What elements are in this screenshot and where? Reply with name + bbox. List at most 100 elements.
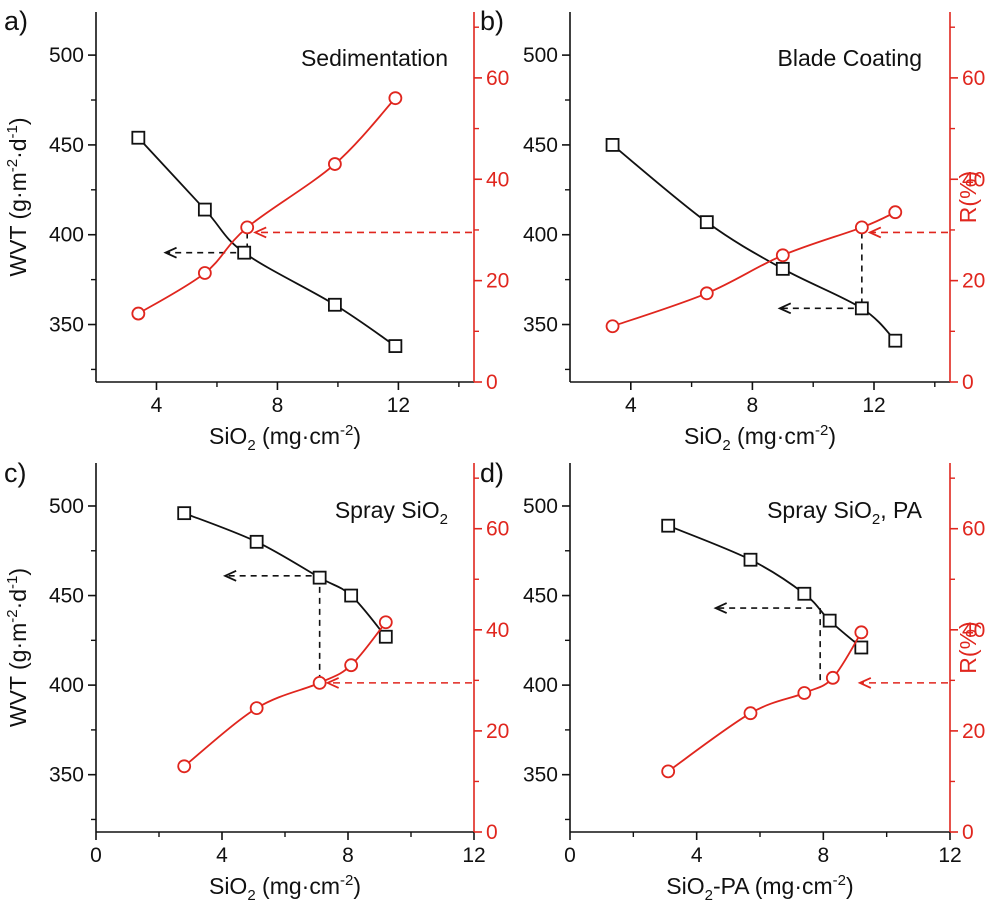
panel-label: c)	[4, 458, 27, 488]
y-left-tick-label: 400	[49, 224, 84, 247]
wvt-data-point	[775, 261, 790, 276]
wvt-guide-arrowhead	[777, 302, 792, 315]
r-data-point	[327, 157, 342, 171]
y-right-tick-label: 40	[486, 168, 509, 191]
wvt-guide-arrowhead	[713, 602, 728, 614]
panel-label: a)	[4, 6, 28, 36]
r-data-point	[605, 319, 620, 334]
wvt-guide-arrowhead	[222, 570, 237, 582]
y-left-tick-label: 400	[523, 674, 558, 697]
wvt-guide-arrowhead	[163, 246, 177, 259]
r-data-point	[378, 615, 393, 630]
y-right-tick-label: 20	[962, 720, 985, 743]
wvt-data-point	[177, 506, 192, 521]
x-tick-label: 0	[90, 844, 102, 867]
wvt-series-line	[667, 524, 862, 649]
wvt-data-point	[822, 613, 837, 628]
wvt-data-point	[378, 629, 393, 644]
r-data-point	[797, 686, 812, 700]
y-right-tick-label: 60	[486, 67, 509, 90]
y-left-tick-label: 350	[49, 764, 84, 787]
wvt-data-point	[797, 586, 812, 601]
method-annotation: Sedimentation	[301, 45, 448, 71]
y-right-tick-label: 60	[962, 67, 985, 90]
wvt-data-point	[854, 640, 869, 655]
y-left-tick-label: 450	[49, 134, 84, 157]
x-axis-title: SiO2 (mg·cm-2)	[684, 422, 836, 454]
method-annotation: Blade Coating	[778, 45, 923, 71]
panel-label: b)	[480, 6, 504, 36]
y-right-tick-label: 60	[962, 518, 985, 541]
y-left-tick-label: 350	[523, 764, 558, 787]
r-guide-arrowhead	[325, 677, 340, 689]
x-tick-label: 12	[387, 394, 410, 417]
r-series-line	[137, 97, 397, 315]
wvt-data-point	[388, 339, 403, 353]
y-right-axis-title: R(%)	[955, 171, 981, 223]
y-left-tick-label: 500	[523, 495, 558, 518]
y-right-tick-label: 40	[962, 619, 985, 642]
x-tick-label: 8	[747, 394, 759, 417]
wvt-data-point	[605, 138, 620, 152]
r-guide-arrowhead	[867, 226, 882, 239]
wvt-data-point	[344, 588, 359, 603]
x-tick-label: 12	[938, 844, 961, 867]
y-right-tick-label: 20	[962, 270, 985, 293]
x-tick-label: 8	[272, 394, 284, 417]
x-tick-label: 8	[342, 844, 354, 867]
y-right-tick-label: 0	[486, 821, 498, 844]
y-left-tick-label: 350	[523, 314, 558, 337]
x-tick-label: 4	[691, 844, 703, 867]
x-axis-title: SiO2-PA (mg·cm-2)	[666, 872, 853, 904]
y-left-tick-label: 500	[49, 44, 84, 67]
wvt-data-point	[197, 202, 212, 217]
y-left-tick-label: 450	[523, 134, 558, 157]
x-tick-label: 8	[817, 844, 829, 867]
wvt-data-point	[661, 518, 676, 533]
r-data-point	[699, 286, 714, 301]
x-tick-label: 4	[625, 394, 637, 417]
r-data-point	[312, 675, 327, 690]
x-axis-title: SiO2 (mg·cm-2)	[209, 422, 361, 454]
wvt-series-line	[137, 137, 396, 347]
r-data-point	[825, 670, 840, 685]
y-right-tick-label: 40	[962, 168, 985, 191]
y-left-tick-label: 350	[49, 314, 84, 337]
y-left-tick-label: 400	[49, 674, 84, 697]
r-guide-arrowhead	[253, 226, 267, 239]
y-right-tick-label: 0	[962, 821, 974, 844]
r-data-point	[131, 306, 146, 321]
y-right-tick-label: 20	[486, 270, 509, 293]
r-data-point	[249, 701, 264, 716]
r-data-point	[743, 706, 758, 721]
y-left-axis-title: WVT (g·m-2·d-1)	[4, 117, 31, 276]
x-tick-label: 12	[862, 394, 885, 417]
x-tick-label: 0	[564, 844, 576, 867]
wvt-data-point	[743, 552, 758, 567]
y-right-tick-label: 0	[486, 371, 498, 394]
r-series-line	[667, 631, 863, 773]
r-data-point	[888, 205, 903, 220]
r-data-point	[661, 764, 676, 779]
panel-label: d)	[480, 458, 504, 488]
r-data-point	[854, 625, 869, 640]
wvt-data-point	[131, 130, 146, 145]
wvt-series-line	[183, 512, 387, 638]
wvt-data-point	[699, 215, 714, 230]
r-guide-arrowhead	[857, 677, 872, 689]
x-tick-label: 4	[151, 394, 163, 417]
r-data-point	[240, 220, 255, 235]
y-right-tick-label: 0	[962, 371, 974, 394]
x-tick-label: 4	[216, 844, 228, 867]
y-right-axis-title: R(%)	[955, 621, 981, 673]
r-data-point	[177, 759, 192, 774]
y-left-tick-label: 400	[523, 224, 558, 247]
wvt-data-point	[312, 570, 327, 585]
wvt-data-point	[888, 333, 903, 348]
x-tick-label: 12	[462, 844, 485, 867]
y-left-tick-label: 450	[523, 585, 558, 608]
y-right-tick-label: 20	[486, 720, 509, 743]
